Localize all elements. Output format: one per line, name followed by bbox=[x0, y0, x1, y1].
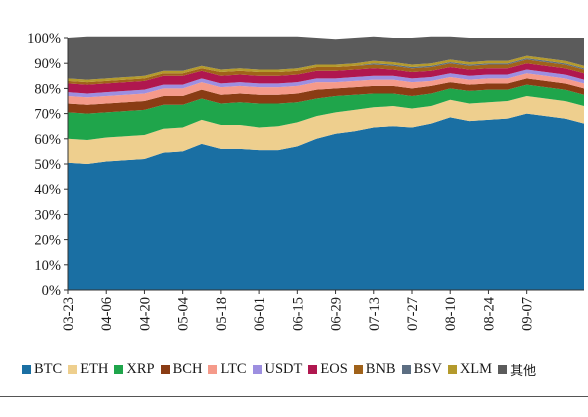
y-tick-label: 30% bbox=[34, 207, 61, 223]
legend-swatch bbox=[22, 365, 31, 374]
series-area-6 bbox=[68, 63, 584, 94]
legend-label: BNB bbox=[365, 361, 396, 377]
series-area-9 bbox=[68, 55, 584, 83]
legend-swatch bbox=[160, 365, 170, 374]
series-area-0 bbox=[68, 113, 584, 290]
legend-swatch bbox=[68, 365, 78, 374]
series-area-5 bbox=[68, 69, 584, 98]
series-area-3 bbox=[68, 78, 584, 114]
y-tick-label: 20% bbox=[34, 233, 61, 249]
x-tick-label: 06-29 bbox=[329, 297, 345, 331]
legend-item-9: XLM bbox=[447, 361, 493, 378]
legend-swatch bbox=[114, 365, 124, 374]
legend-swatch bbox=[308, 365, 318, 374]
legend-label: USDT bbox=[264, 361, 303, 377]
x-tick-label: 05-18 bbox=[214, 297, 230, 331]
y-tick-label: 40% bbox=[34, 182, 61, 198]
x-tick-label: 08-24 bbox=[481, 296, 497, 331]
legend-item-4: LTC bbox=[208, 361, 247, 378]
y-tick-label: 0% bbox=[42, 283, 61, 299]
y-tick-label: 80% bbox=[34, 81, 61, 97]
y-tick-label: 60% bbox=[34, 132, 61, 148]
x-tick-label: 03-23 bbox=[61, 297, 77, 331]
x-tick-label: 06-15 bbox=[290, 297, 306, 331]
legend-item-5: USDT bbox=[252, 361, 303, 378]
legend-label: LTC bbox=[220, 361, 247, 377]
series-area-7 bbox=[68, 59, 584, 85]
x-tick-label: 05-04 bbox=[176, 296, 192, 331]
y-tick-label: 100% bbox=[27, 31, 61, 47]
legend-label: ETH bbox=[80, 361, 109, 377]
legend-swatch bbox=[353, 365, 363, 374]
legend-swatch bbox=[208, 365, 218, 374]
y-tick-label: 10% bbox=[34, 258, 61, 274]
legend-label: 其他 bbox=[510, 364, 537, 379]
y-tick-label: 70% bbox=[34, 107, 61, 123]
legend-label: BTC bbox=[34, 361, 63, 377]
x-tick-label: 09-07 bbox=[520, 297, 536, 331]
x-tick-label: 08-10 bbox=[443, 297, 459, 331]
legend-item-6: EOS bbox=[308, 361, 348, 378]
x-tick-label: 07-13 bbox=[367, 297, 383, 331]
legend-swatch bbox=[447, 365, 457, 374]
x-tick-label: 04-06 bbox=[99, 297, 115, 331]
legend-label: BSV bbox=[413, 361, 442, 377]
legend-item-2: XRP bbox=[114, 361, 155, 378]
chart-legend: BTC ETH XRP BCH LTC USDT EOS BNB BSV XLM 其他 bbox=[22, 360, 588, 379]
series-area-4 bbox=[68, 73, 584, 105]
legend-item-7: BNB bbox=[353, 361, 396, 378]
legend-item-1: ETH bbox=[68, 361, 108, 378]
x-tick-label: 04-20 bbox=[137, 297, 153, 331]
series-area-2 bbox=[68, 84, 584, 141]
legend-item-3: BCH bbox=[160, 361, 203, 378]
series-area-10 bbox=[68, 36, 584, 80]
legend-swatch bbox=[401, 365, 411, 374]
legend-swatch bbox=[498, 365, 508, 374]
legend-label: EOS bbox=[320, 361, 348, 377]
legend-swatch bbox=[252, 365, 262, 374]
legend-label: XRP bbox=[126, 361, 155, 377]
legend-label: XLM bbox=[459, 361, 493, 377]
x-tick-label: 06-01 bbox=[252, 297, 268, 331]
legend-item-10: 其他 bbox=[498, 360, 536, 379]
legend-item-0: BTC bbox=[22, 361, 62, 378]
legend-item-8: BSV bbox=[401, 361, 442, 378]
x-tick-label: 07-27 bbox=[405, 297, 421, 331]
y-tick-label: 50% bbox=[34, 157, 61, 173]
series-area-1 bbox=[68, 95, 584, 164]
bottom-divider bbox=[0, 396, 588, 397]
y-tick-label: 90% bbox=[34, 56, 61, 72]
legend-label: BCH bbox=[172, 361, 203, 377]
